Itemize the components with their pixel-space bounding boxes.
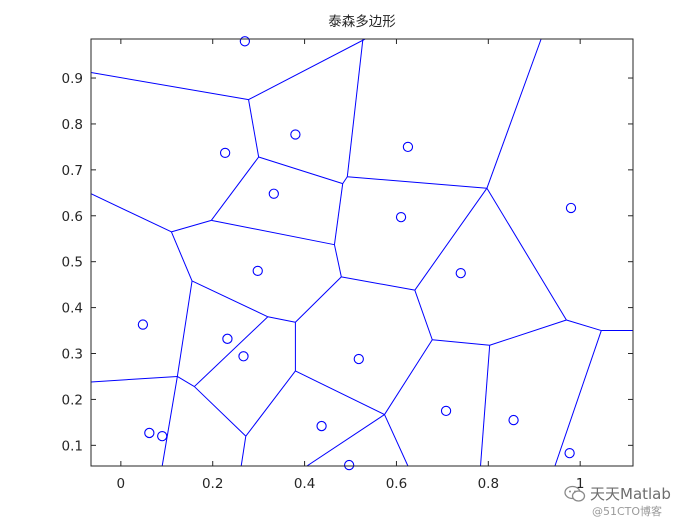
x-axis: 0 0.2 0.4 0.6 0.8 1 [117, 39, 585, 492]
voronoi-edge-40 [161, 376, 178, 466]
seed-point-4 [268, 188, 279, 199]
voronoi-edge-9 [486, 187, 567, 321]
x-tick-label: 0 [117, 476, 126, 492]
seed-point-1 [290, 129, 301, 140]
y-tick-label: 0.6 [62, 209, 83, 225]
voronoi-edge-34 [245, 370, 296, 437]
seed-point-14 [508, 414, 519, 426]
y-tick-label: 0.8 [62, 117, 83, 133]
voronoi-edge-23 [489, 319, 567, 346]
voronoi-edge-19 [295, 276, 342, 323]
plot-frame [90, 38, 634, 467]
seed-point-17 [157, 431, 168, 442]
voronoi-edge-0 [91, 72, 249, 101]
seed-point-13 [440, 405, 452, 417]
voronoi-edge-16 [191, 280, 269, 318]
voronoi-edge-29 [295, 370, 385, 416]
seed-point-5 [395, 211, 407, 223]
voronoi-edge-35 [240, 436, 247, 466]
seed-point-9 [137, 319, 149, 330]
y-tick-label: 0.3 [62, 347, 83, 363]
seed-point-2 [219, 147, 231, 159]
voronoi-edge-31 [306, 414, 385, 466]
x-tick-label: 0.4 [294, 476, 315, 492]
seed-point-15 [316, 420, 327, 432]
voronoi-edge-24 [566, 319, 602, 332]
seed-point-3 [402, 141, 414, 153]
voronoi-edge-18 [333, 244, 342, 277]
voronoi-edge-6 [346, 39, 364, 177]
seed-point-6 [565, 202, 577, 214]
voronoi-edge-14 [91, 193, 172, 233]
voronoi-edge-13 [171, 219, 212, 233]
voronoi-edge-20 [341, 276, 415, 291]
voronoi-edge-17 [176, 280, 193, 377]
seed-point-19 [564, 447, 575, 459]
voronoi-edge-4 [210, 156, 260, 221]
chart-title: 泰森多边形 [328, 13, 396, 30]
voronoi-edge-37 [194, 316, 269, 387]
watermark-sub: @51CTO博客 [592, 505, 663, 518]
seed-point-12 [353, 353, 364, 365]
x-tick-label: 0.6 [386, 476, 407, 492]
voronoi-edge-30 [384, 414, 409, 466]
y-tick-label: 0.9 [62, 71, 83, 87]
voronoi-edge-38 [177, 376, 195, 387]
y-tick-label: 0.7 [62, 163, 83, 179]
seed-point-10 [222, 333, 233, 344]
seed-point-16 [144, 427, 155, 439]
voronoi-edge-8 [486, 39, 542, 189]
voronoi-edge-5 [342, 176, 348, 184]
seed-point-11 [238, 351, 249, 362]
voronoi-edge-32 [267, 316, 296, 323]
voronoi-edge-28 [384, 339, 433, 415]
seed-point-18 [343, 459, 355, 471]
voronoi-edge-15 [170, 231, 193, 282]
voronoi-edge-26 [554, 330, 602, 466]
voronoi-edge-36 [194, 386, 247, 437]
voronoi-edge-12 [211, 219, 335, 246]
voronoi-edge-39 [91, 375, 178, 383]
voronoi-edge-22 [432, 339, 490, 346]
watermark-main: 天天Matlab [590, 485, 671, 503]
seed-point-7 [252, 265, 263, 277]
voronoi-edges [91, 39, 633, 466]
x-tick-label: 1 [576, 476, 585, 492]
x-tick-label: 0.8 [478, 476, 499, 492]
voronoi-edge-7 [347, 176, 487, 189]
y-tick-label: 0.4 [62, 301, 83, 317]
voronoi-edge-10 [414, 187, 488, 291]
y-tick-label: 0.2 [62, 392, 83, 408]
y-tick-label: 0.1 [62, 438, 83, 454]
voronoi-edge-21 [414, 289, 433, 340]
voronoi-edge-27 [480, 345, 491, 466]
voronoi-edge-3 [258, 156, 343, 185]
y-axis: 0.1 0.2 0.3 0.4 0.5 0.6 0.7 0.8 0.9 [62, 71, 633, 454]
voronoi-edge-1 [248, 39, 366, 101]
voronoi-edge-11 [333, 183, 344, 245]
x-tick-label: 0.2 [202, 476, 223, 492]
wechat-icon [564, 485, 586, 502]
y-tick-label: 0.5 [62, 255, 83, 271]
seed-point-0 [239, 36, 251, 47]
seed-points [137, 36, 577, 471]
watermark: 天天Matlab @51CTO博客 [562, 483, 692, 519]
seed-point-8 [455, 268, 466, 279]
voronoi-edge-2 [248, 99, 260, 158]
